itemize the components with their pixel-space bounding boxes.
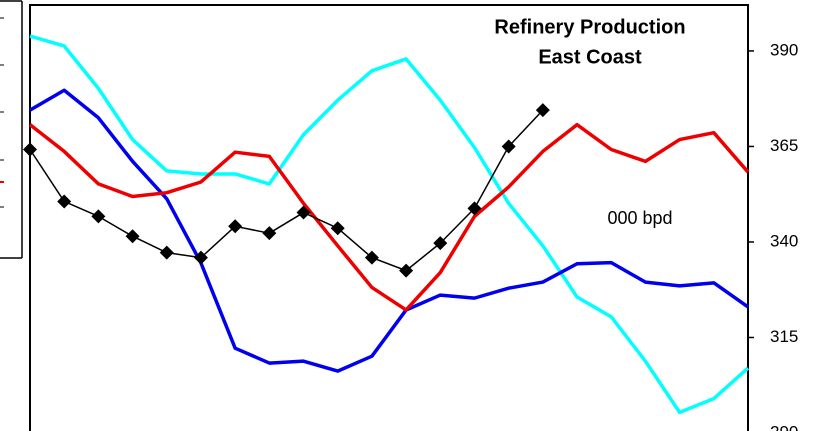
diamond-marker [364,250,379,265]
unit-label: 000 bpd [607,208,672,228]
diamond-marker [399,263,414,278]
diamond-marker [57,194,72,209]
y-tick-label: 365 [770,136,798,155]
diamond-marker [535,103,550,118]
diamond-marker [330,221,345,236]
diamond-marker [125,229,140,244]
diamond-marker [193,250,208,265]
series-line [29,88,750,373]
diamond-marker [262,226,277,241]
diamond-marker [228,219,243,234]
diamond-marker [91,209,106,224]
neighbor-chart-fragment [0,0,23,259]
y-tick-label: 315 [770,327,798,346]
series-line [29,109,544,272]
plot-frame [29,4,749,431]
diamond-marker [501,139,516,154]
series-line [28,122,750,312]
y-tick-label: 390 [770,40,798,59]
diamond-marker [433,236,448,251]
y-tick-label: 340 [770,231,798,250]
diamond-marker [296,205,311,220]
series-line [29,34,750,415]
y-tick-label: 290 [770,422,798,431]
chart-title: Refinery Production [494,16,685,38]
diamond-marker [159,245,174,260]
diamond-marker [23,142,37,157]
diamond-marker [467,201,482,216]
chart-subtitle: East Coast [538,46,642,68]
